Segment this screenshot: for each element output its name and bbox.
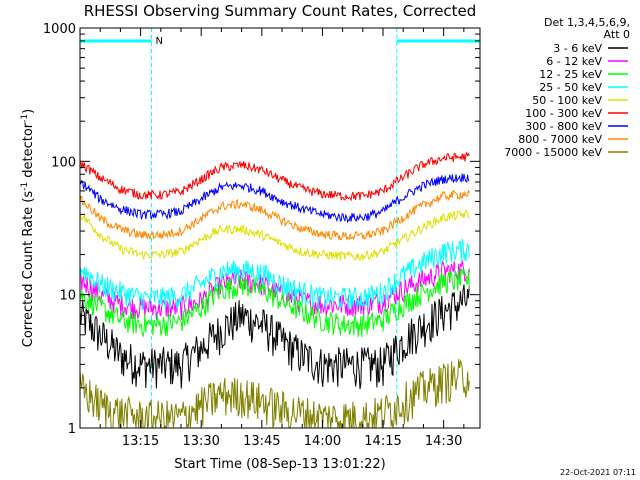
y-axis-label-mid: detector <box>21 122 36 182</box>
series-line-0 <box>79 284 470 390</box>
y-axis-label-sup-2: -1 <box>20 114 30 123</box>
y-axis-label: Corrected Count Rate (s-1 detector-1) <box>20 109 36 347</box>
x-tick-label-5: 14:30 <box>425 434 462 449</box>
series-line-5 <box>79 151 470 202</box>
legend-label-4: 50 - 100 keV <box>532 94 602 107</box>
y-axis-label-end: ) <box>21 109 36 114</box>
timestamp: 22-Oct-2021 07:11 <box>560 468 636 477</box>
x-tick-label-0: 13:15 <box>122 434 159 449</box>
y-tick-label-1: 10 <box>59 289 76 304</box>
x-tick-label-1: 13:30 <box>182 434 219 449</box>
chart-title: RHESSI Observing Summary Count Rates, Co… <box>84 2 477 20</box>
y-tick-label-2: 100 <box>51 155 76 170</box>
x-tick-label-4: 14:15 <box>364 434 401 449</box>
legend-label-1: 6 - 12 keV <box>546 55 602 68</box>
x-axis: 13:15 13:30 13:45 14:00 14:15 14:30 <box>99 28 465 449</box>
flag-label: N <box>156 36 163 47</box>
legend-label-6: 300 - 800 keV <box>525 120 602 133</box>
plot-area: 13:15 13:30 13:45 14:00 14:15 14:30 1 10 100 100… <box>43 22 481 449</box>
series-line-6 <box>79 173 470 224</box>
legend-label-7: 800 - 7000 keV <box>518 133 602 146</box>
plot-frame <box>79 27 481 429</box>
series-line-7 <box>79 189 470 241</box>
series-line-2 <box>79 268 470 338</box>
y-axis-label-main: Corrected Count Rate (s <box>21 191 36 348</box>
legend-label-0: 3 - 6 keV <box>553 42 602 55</box>
legend-label-8: 7000 - 15000 keV <box>504 146 602 159</box>
series-line-4 <box>79 209 470 262</box>
legend-label-2: 12 - 25 keV <box>539 68 602 81</box>
y-tick-label-0: 1 <box>68 422 76 437</box>
x-tick-label-3: 14:00 <box>304 434 341 449</box>
y-axis-label-sup-1: -1 <box>20 182 30 191</box>
series-line-8 <box>79 358 470 430</box>
legend-label-5: 100 - 300 keV <box>525 107 602 120</box>
series-line-3 <box>79 238 470 311</box>
y-axis: 1 10 100 1000 <box>43 22 480 437</box>
legend-title-line-1: Det 1,3,4,5,6,9, <box>544 16 630 29</box>
legend-title-line-2: Att 0 <box>604 28 630 41</box>
legend-label-3: 25 - 50 keV <box>539 81 602 94</box>
x-tick-label-2: 13:45 <box>243 434 280 449</box>
x-axis-label: Start Time (08-Sep-13 13:01:22) <box>174 457 385 472</box>
series-layer <box>79 151 470 430</box>
y-tick-label-3: 1000 <box>43 22 76 37</box>
